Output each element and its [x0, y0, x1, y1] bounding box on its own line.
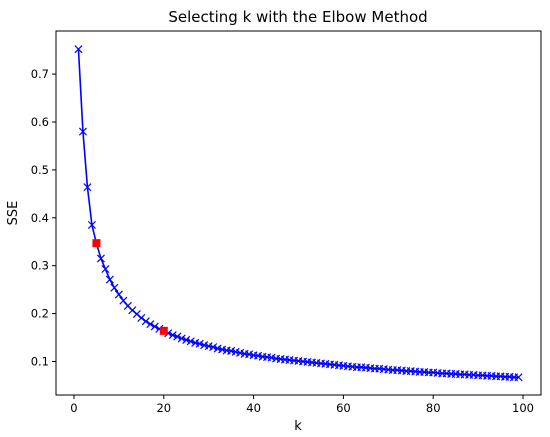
- data-point: [101, 265, 110, 274]
- y-axis-label: SSE: [6, 201, 21, 226]
- data-point: [150, 322, 159, 331]
- x-tick-label: 0: [70, 401, 77, 415]
- data-point: [141, 317, 150, 326]
- y-tick-label: 0.6: [31, 115, 49, 129]
- data-point: [87, 220, 96, 229]
- data-point: [186, 337, 195, 346]
- data-point: [83, 183, 92, 192]
- data-point: [182, 335, 191, 344]
- data-point: [195, 339, 204, 348]
- x-tick-label: 60: [336, 401, 351, 415]
- data-point: [105, 275, 114, 284]
- series-line: [77, 49, 519, 379]
- axis-ticks: 0 20 40 60 80 100 0.1 0.2 0.3 0.4 0.5 0.6 0.7: [31, 67, 534, 415]
- data-point: [137, 313, 146, 322]
- plot-area: [74, 45, 523, 382]
- data-point: [146, 320, 155, 329]
- y-tick-label: 0.5: [31, 163, 49, 177]
- data-point: [74, 45, 83, 54]
- y-tick-label: 0.3: [31, 259, 49, 273]
- x-tick-label: 40: [246, 401, 261, 415]
- highlight-marker: [159, 326, 168, 335]
- axes-frame: [55, 30, 542, 396]
- data-point: [177, 334, 186, 343]
- y-tick-label: 0.7: [31, 67, 49, 81]
- data-point: [173, 332, 182, 341]
- data-point: [78, 127, 87, 136]
- x-tick-label: 80: [426, 401, 441, 415]
- y-tick-label: 0.4: [31, 211, 49, 225]
- y-tick-label: 0.2: [31, 307, 49, 321]
- x-tick-label: 20: [156, 401, 171, 415]
- data-point: [96, 254, 105, 263]
- x-axis-label: k: [294, 419, 302, 434]
- highlight-marker: [92, 239, 101, 248]
- data-point: [514, 373, 523, 382]
- data-point: [209, 343, 218, 352]
- y-tick-label: 0.1: [31, 354, 49, 368]
- data-point: [110, 283, 119, 292]
- data-point: [168, 331, 177, 340]
- data-point: [114, 290, 123, 299]
- chart-title: Selecting k with the Elbow Method: [168, 8, 427, 26]
- x-tick-label: 100: [512, 401, 534, 415]
